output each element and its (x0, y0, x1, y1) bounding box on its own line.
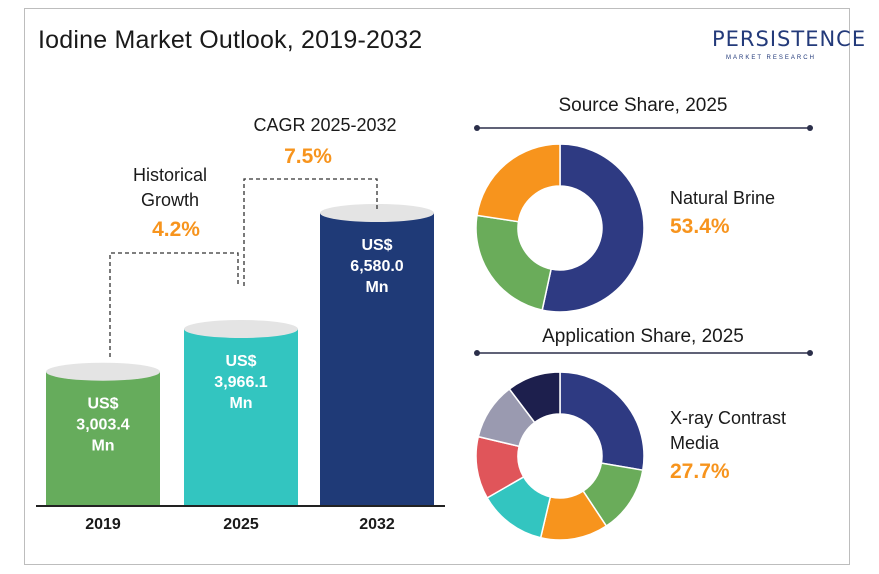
cagr-value: 7.5% (284, 145, 332, 168)
bar-value-label-2019: US$ (87, 396, 118, 413)
source-share-title: Source Share, 2025 (558, 95, 727, 116)
bar-value-label-2019: 3,003.4 (76, 417, 129, 434)
source-share-slice-2 (476, 143, 561, 223)
historical-growth-value: 4.2% (152, 218, 200, 241)
bar-top-2032 (320, 204, 434, 222)
source-divider-dot-right (807, 125, 813, 131)
bar-2032 (320, 213, 434, 505)
bar-value-label-2025: US$ (225, 353, 256, 370)
chart-frame (24, 8, 850, 565)
application-divider-dot-left (474, 350, 480, 356)
application-share-donut (475, 371, 645, 541)
source-share-slice-1 (475, 214, 552, 311)
bar-value-label-2032: 6,580.0 (350, 258, 403, 275)
x-tick-label-2019: 2019 (85, 516, 121, 533)
historical-connector (109, 252, 239, 357)
bar-value-label-2032: Mn (365, 279, 388, 296)
application-section-header: Application Share, 2025 (474, 326, 813, 356)
bar-top-2019 (46, 362, 160, 381)
bar-value-label-2025: 3,966.1 (214, 374, 267, 391)
application-highlight-label-line2: Media (670, 433, 720, 453)
page-title: Iodine Market Outlook, 2019-2032 (38, 26, 423, 54)
source-divider-dot-left (474, 125, 480, 131)
application-share-slice-0 (559, 371, 645, 472)
historical-label-line2: Growth (141, 190, 199, 210)
x-tick-label-2025: 2025 (223, 516, 259, 533)
source-section-header: Source Share, 2025 (474, 95, 813, 131)
bar-value-label-2032: US$ (361, 237, 392, 254)
bar-2025 (184, 328, 298, 505)
application-share-title: Application Share, 2025 (542, 326, 744, 347)
cagr-label: CAGR 2025-2032 (253, 115, 396, 135)
persistence-logo: PERSISTENCE MARKET RESEARCH (712, 27, 865, 67)
logo-word: PERSISTENCE (712, 27, 867, 51)
source-share-donut (475, 143, 645, 313)
bar-value-label-2019: Mn (91, 438, 114, 455)
application-divider-dot-right (807, 350, 813, 356)
application-highlight-label-line1: X-ray Contrast (670, 408, 786, 428)
source-highlight-value: 53.4% (670, 215, 730, 238)
application-highlight-value: 27.7% (670, 460, 730, 483)
logo-tagline: MARKET RESEARCH (726, 55, 816, 61)
bar-value-label-2025: Mn (229, 395, 252, 412)
bar-chart: US$ 3,003.4 Mn 2019 US$ 3,966.1 Mn 2025 US$ 6,580… (36, 204, 445, 533)
bar-top-2025 (184, 319, 298, 338)
x-tick-label-2032: 2032 (359, 516, 395, 533)
source-share-slice-0 (541, 143, 645, 313)
application-share-slice-6 (508, 371, 561, 424)
bar-2019 (46, 371, 160, 505)
historical-label-line1: Historical (133, 165, 207, 185)
growth-annotations: Historical Growth 4.2% CAGR 2025-2032 7.… (109, 115, 397, 357)
source-highlight-label: Natural Brine (670, 188, 775, 208)
